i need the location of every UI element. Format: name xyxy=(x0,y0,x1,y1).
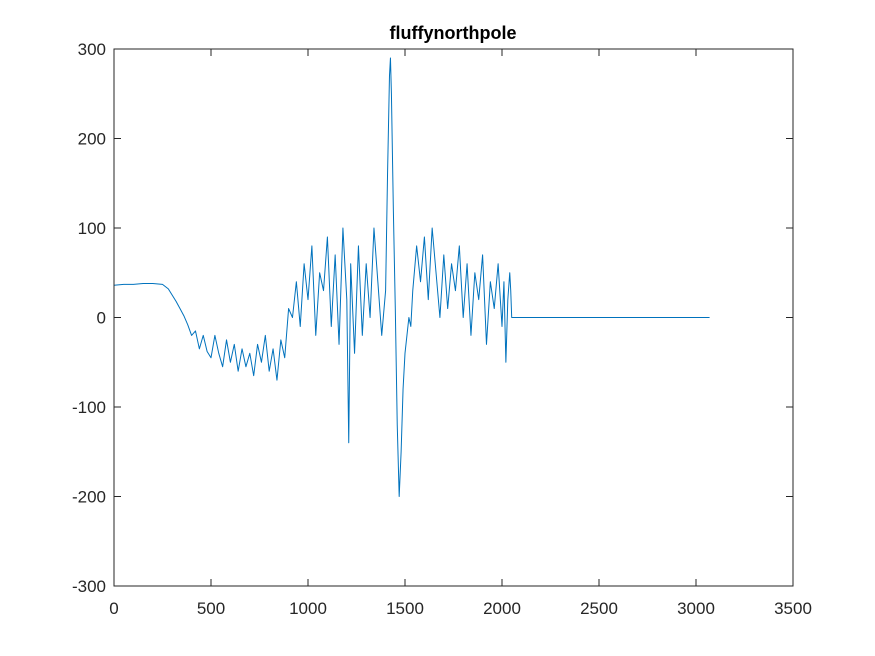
x-tick-label: 2500 xyxy=(580,599,618,618)
series-layer xyxy=(113,57,710,497)
x-tick-label: 2000 xyxy=(483,599,521,618)
y-tick-label: 300 xyxy=(78,40,106,59)
y-tick-label: 100 xyxy=(78,219,106,238)
y-tick-label: 200 xyxy=(78,130,106,149)
y-tick-label: -100 xyxy=(72,398,106,417)
series-line-0 xyxy=(113,57,710,497)
x-tick-label: 1000 xyxy=(289,599,327,618)
x-tick-label: 3500 xyxy=(774,599,812,618)
chart-title: fluffynorthpole xyxy=(390,23,517,43)
axes-layer: 0 500 1000 1500 2000 2500 3000 3500-300-200-100… xyxy=(72,40,812,618)
y-tick-label: 0 xyxy=(97,309,106,328)
x-tick-label: 1500 xyxy=(386,599,424,618)
x-tick-label: 0 xyxy=(109,599,118,618)
x-tick-label: 3000 xyxy=(677,599,715,618)
y-tick-label: -300 xyxy=(72,577,106,596)
x-tick-label: 500 xyxy=(197,599,225,618)
y-tick-label: -200 xyxy=(72,488,106,507)
